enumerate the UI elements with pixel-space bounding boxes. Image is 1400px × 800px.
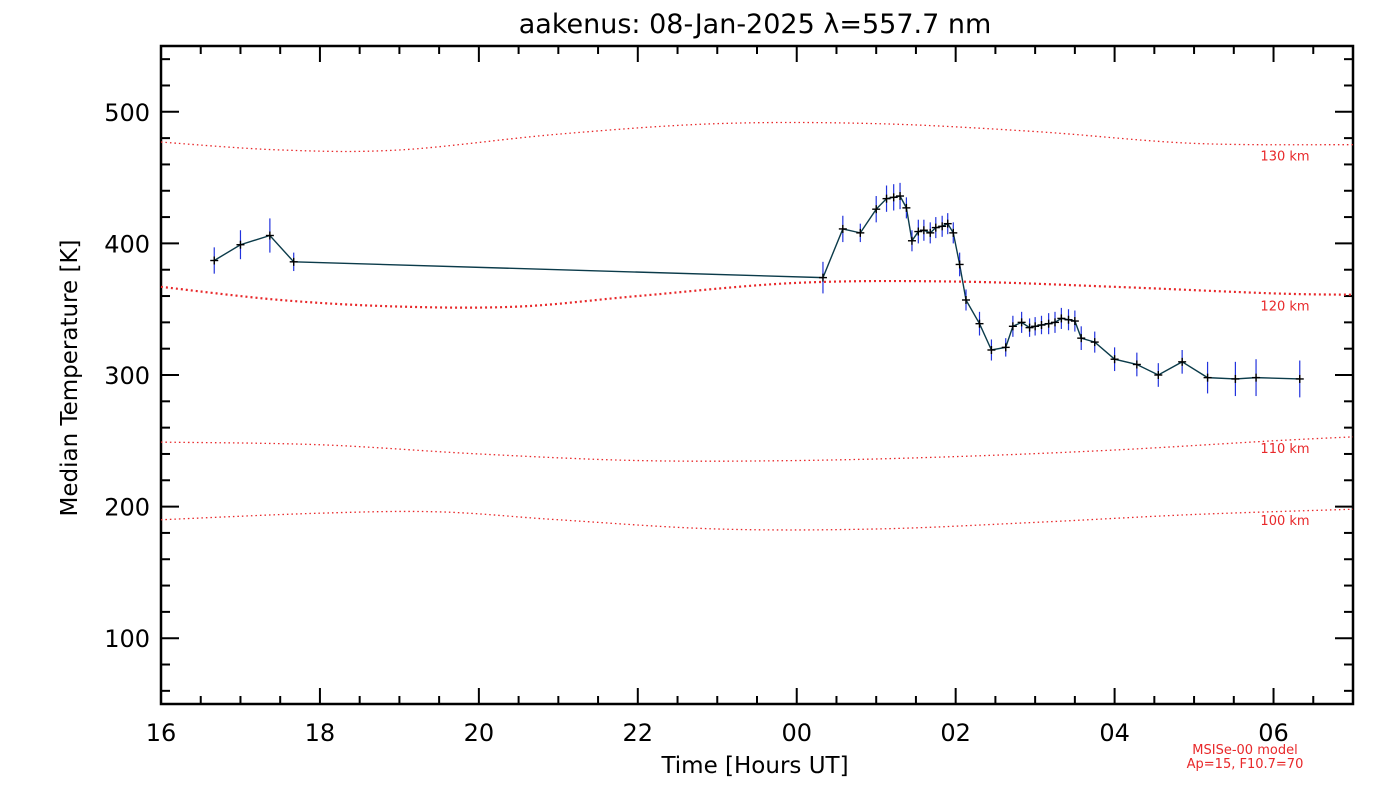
axis-ticks [160,46,1354,704]
model-curve-label: 110 km [1260,442,1309,457]
y-tick-label: 100 [104,625,150,653]
plot-frame [159,44,1355,706]
y-tick-label: 300 [104,362,150,390]
x-tick-label: 02 [940,719,971,747]
x-tick-label: 20 [464,719,495,747]
x-tick-label: 04 [1099,719,1130,747]
model-curve-110-km [160,436,1354,462]
model-curve-label: 100 km [1260,514,1309,529]
x-tick-labels: 16 18 20 22 00 02 04 06 [146,719,1289,747]
model-curve-label: 120 km [1260,300,1309,315]
model-curve-130-km [160,121,1354,153]
model-curve-label: 130 km [1260,150,1309,165]
x-tick-label: 06 [1258,719,1289,747]
x-axis-label: Time [Hours UT] [660,753,848,779]
model-curves: 130 km 120 km 110 km 100 km [160,121,1354,531]
y-tick-labels: 100 200 300 400 500 [104,99,150,653]
chart-title: aakenus: 08-Jan-2025 λ=557.7 nm [519,9,992,40]
x-tick-label: 18 [305,719,336,747]
model-footnote-line-2: Ap=15, F10.7=70 [1187,757,1304,772]
y-tick-label: 200 [104,494,150,522]
y-tick-label: 500 [104,99,150,127]
model-curve-120-km [160,279,1354,309]
data-series [210,182,1304,398]
y-tick-label: 400 [104,230,150,258]
x-tick-label: 16 [146,719,177,747]
series-line [213,195,1300,380]
x-tick-label: 00 [781,719,812,747]
model-footnote-line-1: MSISe-00 model [1192,743,1297,758]
y-axis-label: Median Temperature [K] [57,240,83,517]
x-tick-label: 22 [623,719,654,747]
model-curve-100-km [160,508,1354,531]
